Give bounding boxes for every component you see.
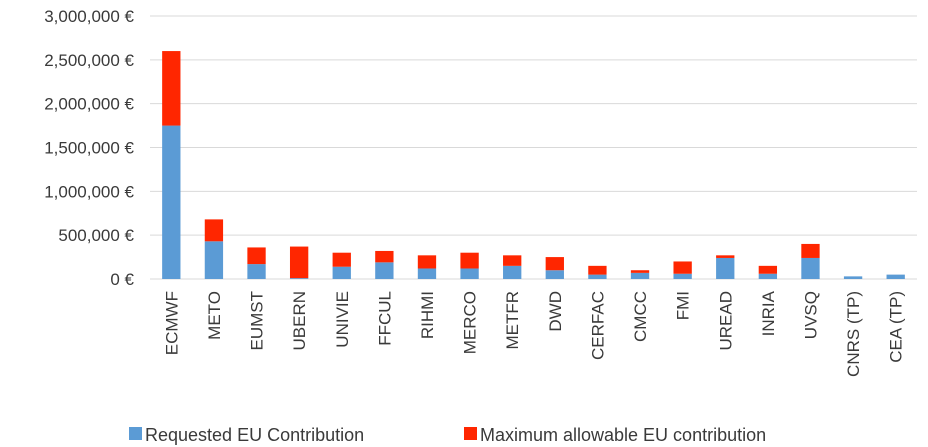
bar-maximum-allowable-eu-contribution xyxy=(460,252,479,269)
legend-label: Requested EU Contribution xyxy=(145,425,364,445)
x-category-label: UNIVIE xyxy=(333,291,352,348)
bar-requested-eu-contribution xyxy=(247,264,266,279)
legend-item-requested: Requested EU Contribution xyxy=(129,425,364,445)
bar-maximum-allowable-eu-contribution xyxy=(588,265,607,275)
bar-requested-eu-contribution xyxy=(716,257,735,279)
bar-maximum-allowable-eu-contribution xyxy=(375,250,394,263)
bar-maximum-allowable-eu-contribution xyxy=(247,247,266,265)
bar-requested-eu-contribution xyxy=(843,276,863,279)
x-category-label: UVSQ xyxy=(801,291,820,339)
y-tick-label: 2,500,000 € xyxy=(44,51,134,70)
bar-requested-eu-contribution xyxy=(886,274,905,279)
bar-requested-eu-contribution xyxy=(460,268,479,279)
y-axis-tick-labels: 0 € 500,000 € 1,000,000 € 1,500,000 € 2,000,… xyxy=(44,7,134,289)
x-axis-category-labels: ECMWF METO EUMST UBERN UNIVIE FFCUL RIHMI MERCO… xyxy=(162,290,905,377)
legend-swatch xyxy=(464,427,477,440)
bar-maximum-allowable-eu-contribution xyxy=(204,219,224,242)
x-category-label: EUMST xyxy=(248,291,267,351)
bar-maximum-allowable-eu-contribution xyxy=(162,51,181,126)
x-category-label: CNRS (TP) xyxy=(844,291,863,377)
bars xyxy=(162,51,905,279)
legend-label: Maximum allowable EU contribution xyxy=(480,425,766,445)
gridlines xyxy=(150,15,917,280)
y-tick-label: 1,000,000 € xyxy=(44,182,134,201)
legend-swatch xyxy=(129,427,142,440)
x-category-label: FMI xyxy=(674,291,693,320)
bar-maximum-allowable-eu-contribution xyxy=(801,243,820,258)
bar-requested-eu-contribution xyxy=(545,270,564,279)
y-tick-label: 3,000,000 € xyxy=(44,7,134,26)
x-category-label: INRIA xyxy=(759,290,778,336)
bar-requested-eu-contribution xyxy=(417,268,437,279)
bar-maximum-allowable-eu-contribution xyxy=(716,255,735,258)
bar-requested-eu-contribution xyxy=(332,266,351,279)
x-category-label: CERFAC xyxy=(588,291,607,360)
bar-requested-eu-contribution xyxy=(673,273,692,279)
bar-requested-eu-contribution xyxy=(375,262,394,279)
y-tick-label: 0 € xyxy=(110,270,134,289)
x-category-label: RIHMI xyxy=(418,291,437,339)
bar-requested-eu-contribution xyxy=(503,265,522,279)
bar-maximum-allowable-eu-contribution xyxy=(332,252,351,267)
bar-requested-eu-contribution xyxy=(204,241,224,279)
bar-requested-eu-contribution xyxy=(630,272,650,279)
bar-maximum-allowable-eu-contribution xyxy=(503,255,522,266)
x-category-label: CEA (TP) xyxy=(887,291,906,363)
bar-maximum-allowable-eu-contribution xyxy=(758,265,778,274)
legend: Requested EU Contribution Maximum allowab… xyxy=(129,425,766,445)
x-category-label: METO xyxy=(205,291,224,340)
x-category-label: METFR xyxy=(503,291,522,350)
bar-maximum-allowable-eu-contribution xyxy=(417,255,437,269)
x-category-label: DWD xyxy=(546,291,565,332)
bar-maximum-allowable-eu-contribution xyxy=(545,257,564,271)
bar-maximum-allowable-eu-contribution xyxy=(289,246,309,279)
bar-requested-eu-contribution xyxy=(588,274,607,279)
x-category-label: UBERN xyxy=(290,291,309,351)
bar-requested-eu-contribution xyxy=(758,273,778,279)
x-category-label: CMCC xyxy=(631,291,650,342)
x-category-label: FFCUL xyxy=(375,291,394,346)
bar-requested-eu-contribution xyxy=(801,257,820,279)
legend-item-maximum-allowable: Maximum allowable EU contribution xyxy=(464,425,766,445)
y-tick-label: 500,000 € xyxy=(58,226,134,245)
bar-requested-eu-contribution xyxy=(289,278,309,279)
y-tick-label: 2,000,000 € xyxy=(44,95,134,114)
bar-requested-eu-contribution xyxy=(162,125,181,279)
x-category-label: MERCO xyxy=(461,291,480,354)
x-category-label: ECMWF xyxy=(162,291,181,355)
y-tick-label: 1,500,000 € xyxy=(44,139,134,158)
bar-maximum-allowable-eu-contribution xyxy=(630,270,650,273)
bar-maximum-allowable-eu-contribution xyxy=(673,261,692,274)
x-category-label: UREAD xyxy=(716,291,735,351)
